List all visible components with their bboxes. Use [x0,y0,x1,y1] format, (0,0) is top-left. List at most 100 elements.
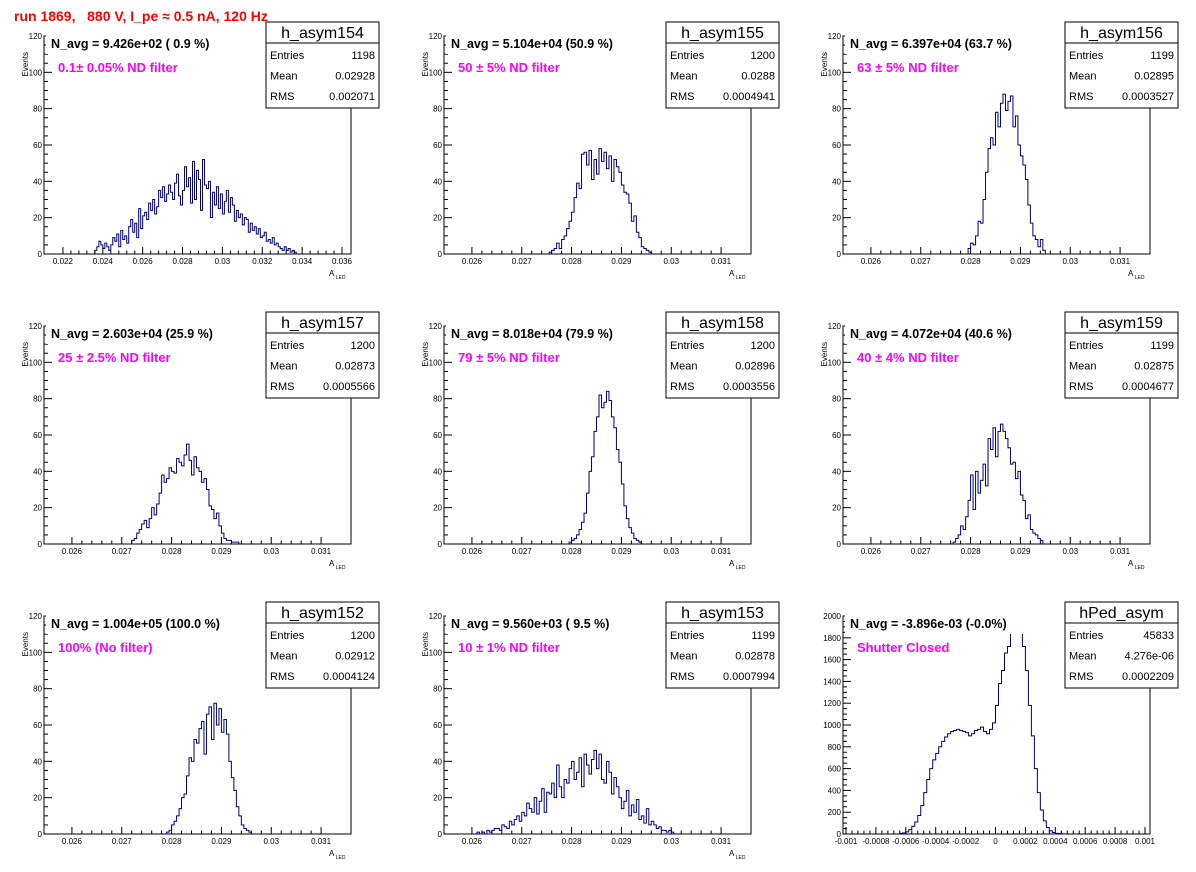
stats-label: RMS [270,91,294,103]
y-axis-label: Events [820,52,829,76]
x-axis-label-main: A [329,269,335,278]
y-tick-label: 80 [832,105,841,114]
y-tick-label: 1400 [823,677,841,686]
x-tick-label: 0.031 [311,837,332,846]
x-tick-label: 0.026 [462,257,483,266]
x-tick-label: 0.026 [462,837,483,846]
stats-label: RMS [270,671,294,683]
y-tick-label: 80 [433,105,442,114]
histogram-panel-h_asym154: 0 20 40 60 80 100 120 0.022 0.024 0.026 0.028 0.03 0… [21,21,380,281]
x-axis-label: A LED [729,269,746,281]
y-tick-label: 200 [828,808,842,817]
x-axis-label: A LED [329,849,346,861]
x-tick-label: 0.029 [211,837,232,846]
y-tick-label: 20 [33,504,42,513]
stats-value: 0.0003527 [1122,91,1174,103]
x-tick-label: 0.001 [1135,837,1156,846]
histogram-line [568,390,642,544]
y-tick-label: 20 [433,794,442,803]
histogram-panel-h_asym156: 0 20 40 60 80 100 120 0.026 0.027 0.028 0.029 0.03 0… [820,21,1179,281]
navg-text: N_avg = 6.397e+04 (63.7 %) [850,37,1012,51]
histogram-name: h_asym159 [1080,315,1163,332]
y-tick-label: 1600 [823,656,841,665]
histogram-line [952,423,1044,544]
x-tick-label: 0.028 [562,257,583,266]
filter-annotation: 25 ± 2.5% ND filter [58,350,171,365]
y-tick-label: 60 [832,431,841,440]
x-tick-label: -0.0006 [892,837,920,846]
x-tick-label: 0.026 [861,257,882,266]
stats-box [665,601,780,689]
x-tick-label: 0.03 [1062,257,1078,266]
y-tick-label: 20 [433,504,442,513]
stats-label: RMS [670,671,694,683]
filter-annotation: 100% (No filter) [58,640,153,655]
x-axis-label: A LED [329,559,346,571]
y-tick-label: 0 [438,250,443,259]
navg-text: N_avg = 9.560e+03 ( 9.5 %) [451,617,609,631]
x-axis-label-main: A [729,849,735,858]
stats-value: 0.02873 [335,361,375,373]
y-tick-label: 1200 [823,699,841,708]
y-tick-label: 100 [429,358,443,367]
y-tick-label: 20 [433,214,442,223]
x-tick-label: 0.028 [162,837,183,846]
stats-value: 0.0002209 [1122,671,1174,683]
y-tick-label: 0 [38,830,43,839]
stats-value: 1200 [351,630,375,642]
y-tick-label: 40 [832,177,841,186]
histogram-line [166,702,252,834]
y-tick-label: 80 [433,395,442,404]
y-tick-label: 60 [33,141,42,150]
stats-value: 45833 [1143,630,1174,642]
stats-value: 1198 [351,50,375,62]
stats-label: RMS [1069,381,1093,393]
y-tick-label: 20 [33,794,42,803]
stats-label: Entries [1069,50,1104,62]
stats-value: 1200 [351,340,375,352]
y-tick-label: 120 [429,32,443,41]
y-tick-label: 400 [828,786,842,795]
x-tick-label: 0.026 [62,837,83,846]
x-axis-label-subscript: LED [734,275,746,281]
x-axis-label-subscript: LED [334,855,346,861]
stats-value: 4.276e-06 [1124,651,1174,663]
y-tick-label: 600 [828,765,842,774]
histogram-name: h_asym157 [281,315,364,332]
y-tick-label: 80 [33,395,42,404]
x-tick-label: 0.031 [711,547,732,556]
stats-label: Mean [270,651,298,663]
x-tick-label: 0.029 [1010,547,1031,556]
x-tick-label: 0.028 [961,547,982,556]
x-tick-label: 0.03 [215,257,231,266]
y-tick-label: 100 [29,68,43,77]
histogram-name: h_asym155 [681,25,764,42]
x-tick-label: 0.028 [173,257,194,266]
histogram-line [94,159,297,254]
x-axis-label-subscript: LED [1133,565,1145,571]
navg-box [46,324,268,344]
navg-box [845,614,1067,634]
y-tick-label: 120 [29,32,43,41]
y-tick-label: 0 [438,540,443,549]
stats-label: Entries [1069,630,1104,642]
x-tick-label: 0.031 [711,257,732,266]
histogram-line [548,148,652,254]
x-axis-label-main: A [329,559,335,568]
navg-box [845,324,1067,344]
stats-label: RMS [670,381,694,393]
stats-label: Entries [1069,340,1104,352]
navg-box [46,614,268,634]
run-title: run 1869, 880 V, I_pe ≈ 0.5 nA, 120 Hz [14,8,268,24]
y-axis-label: Events [421,632,430,656]
filter-annotation: 10 ± 1% ND filter [458,640,560,655]
stats-box [665,311,780,399]
stats-value: 0.02896 [735,361,775,373]
x-axis-label-main: A [1128,559,1134,568]
x-tick-label: 0.029 [611,257,632,266]
histogram-name: h_asym154 [281,25,364,42]
y-axis-label: Events [421,52,430,76]
histogram-name: hPed_asym [1079,605,1164,622]
stats-label: Entries [670,630,705,642]
stats-box [265,311,380,399]
